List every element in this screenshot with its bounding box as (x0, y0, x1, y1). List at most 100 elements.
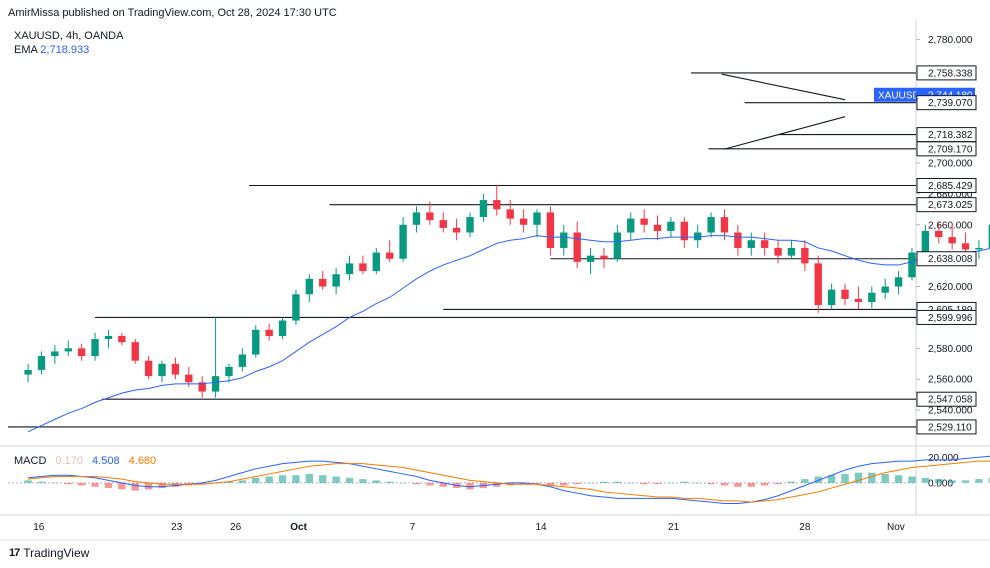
candle-body (77, 348, 86, 357)
macd-histogram-bar (854, 472, 863, 483)
level-price-label: 2,529.110 (928, 422, 972, 433)
macd-histogram-bar (37, 481, 46, 483)
macd-histogram-bar (935, 479, 943, 483)
macd-histogram-bar (841, 473, 849, 483)
level-price-label: 2,547.058 (928, 395, 973, 406)
candle-body (935, 230, 943, 238)
level-price-label-bg (916, 391, 977, 407)
macd-histogram-bar (801, 479, 809, 483)
macd-histogram-bar (814, 476, 822, 483)
candle-body (332, 274, 340, 287)
triangle-trendline (721, 73, 846, 101)
price-tick-label: 2,560.000 (928, 375, 973, 386)
macd-histogram-bar (399, 482, 407, 484)
candle-body (720, 217, 729, 233)
macd-histogram-bar (694, 482, 702, 484)
candle-body (760, 240, 769, 248)
candle-body (975, 247, 983, 250)
candle-body (560, 232, 568, 248)
candle-body (894, 277, 903, 287)
price-tick-label: 2,660.000 (928, 220, 973, 231)
candle-body (613, 232, 622, 259)
macd-histogram-bar (91, 482, 99, 487)
candle-body (171, 363, 180, 375)
candle-body (24, 369, 32, 375)
macd-histogram-bar (359, 479, 367, 483)
candle-body (211, 376, 220, 392)
macd-histogram-bar (439, 482, 447, 487)
candle-body (961, 243, 970, 250)
candle-body (533, 212, 541, 225)
signal-line (28, 460, 990, 503)
macd-legend[interactable]: MACD 0.170 4.508 4.680 (14, 455, 156, 467)
candle-body (185, 374, 193, 383)
candle-body (627, 218, 635, 233)
candle-body (774, 247, 782, 256)
level-price-label: 2,739.070 (928, 98, 973, 109)
candle-body (546, 212, 555, 248)
candle-body (868, 292, 876, 302)
macd-histogram-bar (225, 481, 233, 483)
candle-body (252, 329, 260, 355)
candle-body (466, 217, 474, 233)
candle-body (801, 247, 809, 264)
macd-histogram-bar (560, 482, 568, 486)
macd-histogram-bar (265, 476, 273, 483)
macd-histogram-bar (198, 482, 206, 485)
level-price-label: 2,599.996 (928, 313, 973, 324)
candle-body (747, 240, 755, 248)
tradingview-brand[interactable]: 17 TradingView (9, 546, 89, 560)
macd-histogram-bar (975, 479, 983, 483)
macd-histogram-bar (948, 480, 956, 483)
candle-body (506, 209, 514, 219)
signal-value: 4.680 (128, 455, 157, 467)
macd-histogram-bar (332, 476, 340, 483)
price-tick-label: 2,780.000 (928, 35, 973, 46)
candle-body (827, 289, 836, 306)
macd-histogram-bar (774, 482, 782, 485)
level-price-label-bg (916, 197, 977, 213)
price-badge-symbol: XAUUSD (878, 90, 920, 101)
macd-histogram-bar (171, 482, 180, 487)
macd-histogram-bar (827, 475, 836, 483)
candle-body (653, 224, 662, 231)
macd-histogram-bar (519, 482, 528, 485)
macd-histogram-bar (493, 482, 501, 487)
level-price-label: 2,758.338 (928, 68, 973, 79)
macd-histogram-bar (319, 475, 327, 483)
candle-body (586, 255, 595, 262)
macd-histogram-bar (546, 482, 555, 486)
macd-histogram-bar (760, 482, 769, 486)
level-price-label: 2,718.382 (928, 130, 973, 141)
candle-body (493, 200, 501, 210)
macd-histogram-bar (104, 482, 113, 489)
candle-body (412, 212, 421, 225)
candle-body (345, 263, 354, 275)
macd-line (28, 455, 990, 504)
macd-histogram-bar (600, 481, 608, 483)
macd-histogram-bar (734, 482, 742, 487)
ema-legend[interactable]: EMA 2,718.933 (14, 44, 89, 56)
candle-body (399, 224, 407, 259)
level-price-label: 2,673.025 (928, 200, 973, 211)
candle-body (225, 366, 233, 377)
candle-body (64, 348, 72, 352)
macd-histogram-bar (961, 480, 970, 483)
macd-tick-label: 0.000 (928, 478, 953, 489)
candle-body (948, 237, 956, 244)
candle-body (600, 255, 608, 259)
time-tick-label: 28 (799, 522, 811, 533)
macd-hist-value: 0.170 (55, 455, 83, 467)
level-price-label-bg (916, 419, 977, 435)
macd-histogram-bar (131, 482, 139, 491)
macd-histogram-bar (426, 482, 434, 486)
symbol-legend[interactable]: XAUUSD, 4h, OANDA (14, 30, 124, 42)
price-tick-label: 2,680.000 (928, 189, 973, 200)
candle-body (51, 351, 59, 357)
ema-label: EMA (14, 44, 38, 56)
candle-body (694, 232, 702, 241)
macd-histogram-bar (894, 475, 903, 483)
candle-body (519, 218, 528, 225)
candle-body (278, 320, 287, 336)
